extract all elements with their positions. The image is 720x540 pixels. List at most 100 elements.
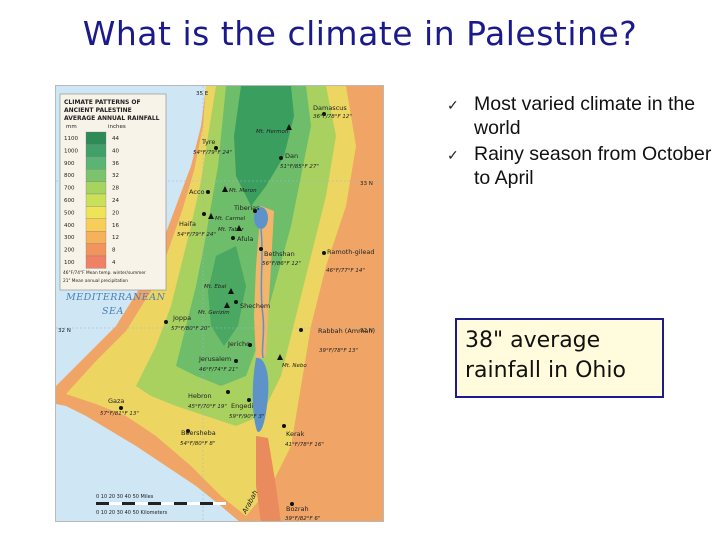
legend-inches: 44	[112, 136, 119, 142]
legend-inches: 20	[112, 210, 119, 216]
mountain-carmel: Mt. Carmel	[208, 213, 246, 222]
svg-text:Rabbah (Amman): Rabbah (Amman)	[318, 327, 375, 335]
legend-row: 300 12	[64, 231, 119, 244]
svg-text:Gaza: Gaza	[108, 397, 124, 405]
svg-text:Kerak: Kerak	[286, 430, 305, 438]
place-bozrah: Bozrah 39°F/82°F 6"	[285, 502, 320, 522]
mountain-ebal: Mt. Ebal	[204, 284, 234, 294]
climate-map: 35 E 33 N 32 N 32 N CLIMATE PATTERNS OF …	[55, 85, 384, 522]
mountain-nebo: Mt. Nebo	[277, 354, 307, 369]
legend-row: 1000 40	[64, 144, 119, 157]
legend-inches: 24	[112, 198, 119, 204]
svg-text:45°F/70°F 19": 45°F/70°F 19"	[188, 404, 227, 410]
legend-row: 700 28	[64, 181, 119, 195]
svg-text:Mt. Nebo: Mt. Nebo	[282, 363, 307, 369]
place-shechem: Shechem	[234, 300, 270, 310]
legend-swatch	[85, 243, 107, 257]
lon-label: 35 E	[196, 91, 209, 97]
legend-row: 400 16	[64, 218, 119, 232]
svg-text:Mt. Gerizim: Mt. Gerizim	[198, 310, 230, 316]
bullet-list: ✓ Most varied climate in the world ✓ Rai…	[447, 92, 717, 192]
mountain-hermon: Mt. Hermon	[256, 124, 292, 135]
legend-swatch	[85, 255, 107, 269]
svg-text:Mt. Meron: Mt. Meron	[229, 188, 257, 194]
svg-text:Damascus: Damascus	[313, 104, 347, 112]
legend-inches: 4	[112, 260, 116, 266]
legend-rows: 1100 44 1000 40 900 36 800 32 700 28 600 24 500 20 400…	[64, 131, 119, 269]
svg-text:Tiberias: Tiberias	[233, 204, 260, 212]
legend-swatch	[85, 156, 107, 170]
legend-inches: 36	[112, 161, 119, 167]
legend-mm: 1000	[64, 148, 78, 154]
svg-text:54°F/79°F 24": 54°F/79°F 24"	[193, 150, 232, 156]
svg-text:39°F/78°F 13": 39°F/78°F 13"	[319, 348, 358, 354]
svg-text:56°F/86°F 12": 56°F/86°F 12"	[262, 261, 301, 267]
svg-text:36°F/78°F 12": 36°F/78°F 12"	[313, 114, 352, 120]
lat-label-33: 33 N	[360, 181, 373, 187]
place-kerak: Kerak 41°F/78°F 16"	[282, 424, 324, 448]
legend-swatch	[85, 193, 107, 207]
checkmark-icon: ✓	[447, 147, 459, 163]
legend-mm: 400	[64, 223, 75, 229]
legend-title-2: ANCIENT PALESTINE	[64, 107, 132, 114]
place-dan: Dan 51°F/85°F 27"	[279, 152, 319, 170]
svg-text:51°F/85°F 27": 51°F/85°F 27"	[280, 164, 319, 170]
legend-title-3: AVERAGE ANNUAL RAINFALL	[64, 115, 160, 122]
legend-row: 100 4	[64, 255, 116, 269]
svg-text:Jerusalem: Jerusalem	[198, 355, 231, 363]
svg-text:59°F/90°F 3": 59°F/90°F 3"	[229, 414, 264, 420]
place-jerusalem: Jerusalem 46°F/74°F 21"	[198, 355, 238, 373]
svg-text:Joppa: Joppa	[172, 314, 191, 322]
jordan-valley	[254, 206, 274, 361]
legend-inches: 8	[112, 248, 116, 254]
place-afula: Afula	[231, 235, 253, 243]
legend-mm: 1100	[64, 136, 78, 142]
svg-text:54°F/80°F 8": 54°F/80°F 8"	[180, 441, 215, 447]
svg-text:41°F/78°F 16": 41°F/78°F 16"	[285, 442, 324, 448]
legend-title-1: CLIMATE PATTERNS OF	[64, 99, 141, 106]
mountain-meron: Mt. Meron	[222, 186, 257, 194]
svg-text:Mt. Tabor: Mt. Tabor	[218, 227, 244, 233]
checkmark-icon: ✓	[447, 97, 459, 113]
legend-mm: 700	[64, 186, 75, 192]
svg-text:54°F/79°F 24": 54°F/79°F 24"	[177, 232, 216, 238]
legend-swatch	[85, 144, 107, 157]
legend-row: 1100 44	[64, 131, 119, 145]
svg-text:46°F/74°F 21": 46°F/74°F 21"	[199, 367, 238, 373]
bullet-item: ✓ Rainy season from October to April	[447, 142, 717, 190]
legend-row: 800 32	[64, 169, 119, 182]
svg-text:Bozrah: Bozrah	[286, 505, 309, 513]
svg-text:Mt. Hermon: Mt. Hermon	[256, 129, 289, 135]
legend-inches: 40	[112, 148, 119, 154]
place-rabbah: Rabbah (Amman) 39°F/78°F 13"	[299, 327, 375, 354]
arabah-valley	[256, 436, 281, 521]
legend-swatch	[85, 206, 107, 219]
place-ramoth-gilead: Ramoth-gilead 46°F/77°F 14"	[322, 248, 375, 274]
sea-label-1: MEDITERRANEAN	[65, 292, 166, 303]
legend-mm: 100	[64, 260, 75, 266]
mountain-markers: Mt. Hermon Mt. Meron Mt. Carmel Mt. Tabo…	[198, 124, 307, 369]
place-jericho: Jericho	[227, 340, 252, 348]
svg-text:Mt. Ebal: Mt. Ebal	[204, 284, 227, 290]
legend-note-2: 21" Mean annual precipitation	[63, 278, 128, 284]
svg-text:39°F/82°F 6": 39°F/82°F 6"	[285, 516, 320, 522]
land-darkgreen-south	[208, 246, 246, 346]
legend-swatch	[85, 231, 107, 244]
place-hebron: Hebron 45°F/70°F 19"	[188, 390, 230, 410]
legend-mm: 300	[64, 235, 75, 241]
svg-text:Acco: Acco	[189, 188, 204, 196]
svg-text:Beersheba: Beersheba	[181, 429, 216, 437]
legend-swatch	[85, 218, 107, 232]
legend-mm: 800	[64, 173, 75, 179]
legend-mm: 500	[64, 210, 75, 216]
place-markers: Damascus 36°F/78°F 12" Tyre 54°F/79°F 24…	[100, 104, 375, 522]
svg-text:46°F/77°F 14": 46°F/77°F 14"	[326, 268, 365, 274]
mountain-tabor: Mt. Tabor	[218, 225, 244, 233]
place-bethshan: Bethshan 56°F/86°F 12"	[259, 247, 301, 267]
legend-col-mm: mm	[66, 124, 77, 130]
place-tyre: Tyre 54°F/79°F 24"	[193, 138, 232, 156]
place-gaza: Gaza 57°F/81°F 13"	[100, 397, 139, 417]
svg-text:57°F/81°F 13": 57°F/81°F 13"	[100, 411, 139, 417]
svg-text:Dan: Dan	[285, 152, 298, 160]
scale-bar: 0 10 20 30 40 50 Miles 0 10 20 30 40 50 …	[96, 494, 226, 516]
